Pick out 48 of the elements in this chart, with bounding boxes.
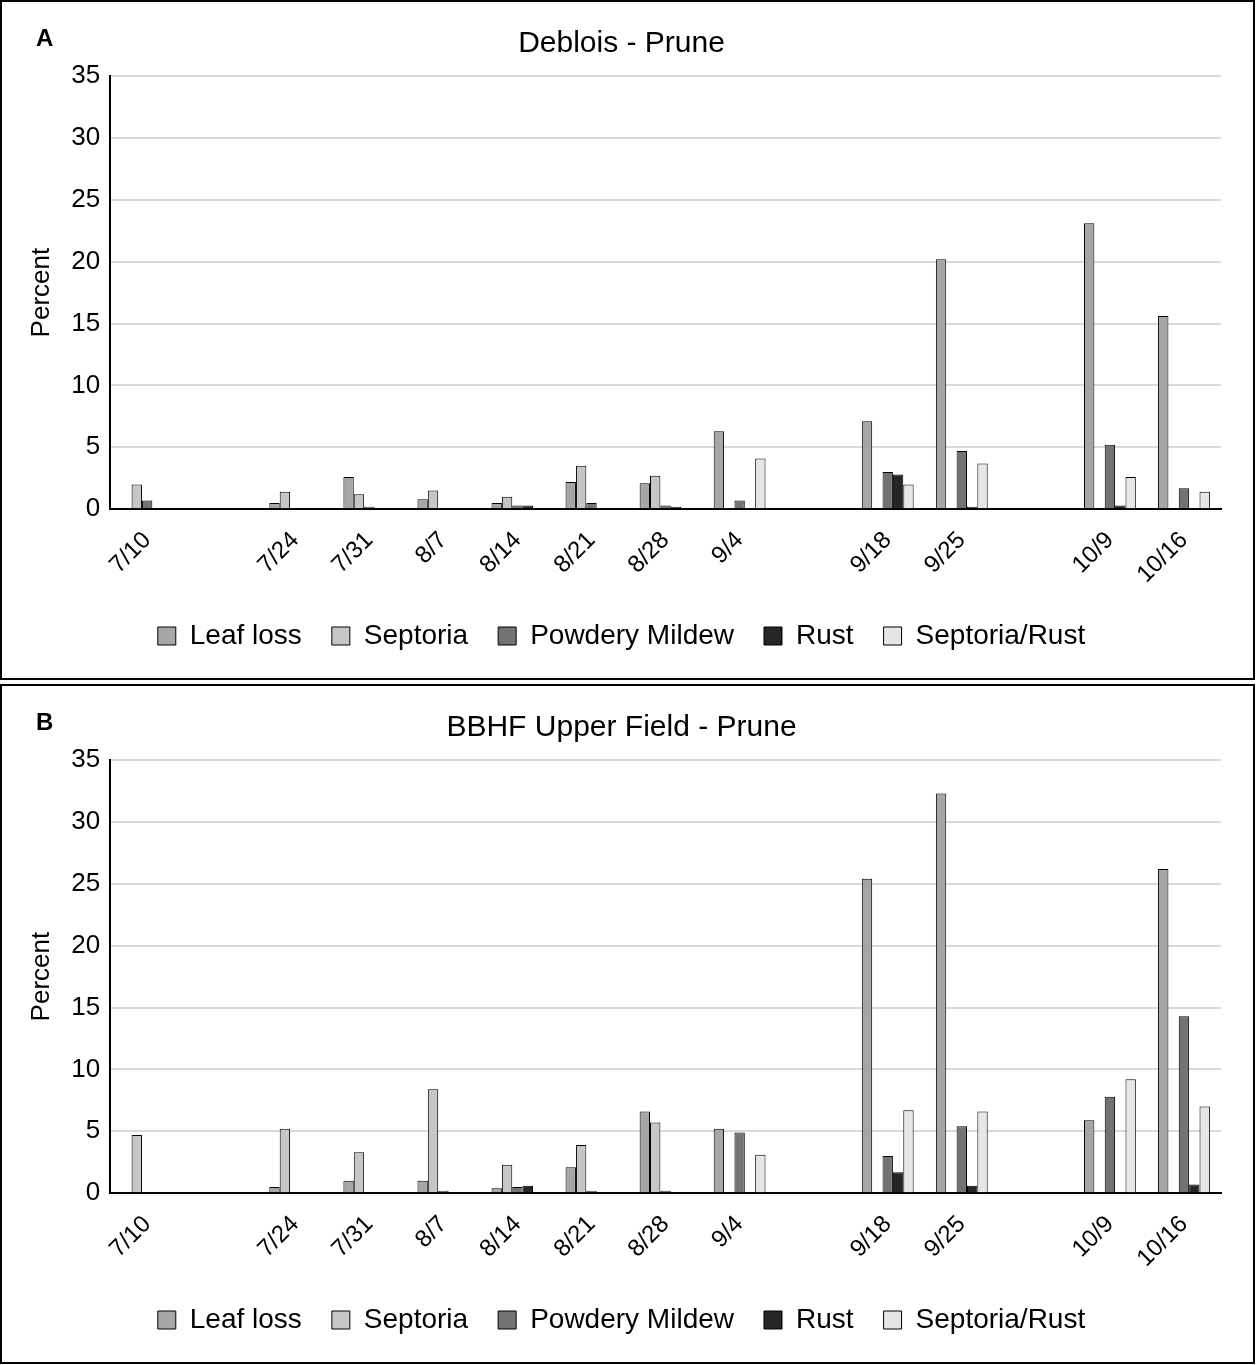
x-tick-label: 7/10 xyxy=(103,525,156,578)
y-tick-label: 0 xyxy=(85,492,101,523)
x-tick-label: 9/4 xyxy=(705,525,748,569)
x-tick-label: 8/28 xyxy=(621,1209,674,1262)
x-tick-label: 7/10 xyxy=(103,1209,156,1262)
legend-label: Powdery Mildew xyxy=(530,618,735,650)
legend-label: Powdery Mildew xyxy=(530,1302,735,1334)
y-tick-label: 15 xyxy=(71,306,101,337)
legend-label: Septoria xyxy=(363,618,469,650)
y-tick-label: 35 xyxy=(71,743,101,774)
y-tick-label: 35 xyxy=(71,59,101,90)
y-tick-label: 5 xyxy=(85,430,101,461)
y-tick-label: 15 xyxy=(71,990,101,1021)
chart-title: Deblois - Prune xyxy=(518,25,725,59)
text: B xyxy=(36,708,54,736)
legend-label: Septoria xyxy=(363,1302,469,1334)
x-tick-label: 7/31 xyxy=(325,1209,378,1262)
x-tick-label: 8/7 xyxy=(408,525,452,569)
legend-label: Septoria/Rust xyxy=(915,618,1086,650)
chart-title: BBHF Upper Field - Prune xyxy=(446,709,797,743)
y-axis-title: Percent xyxy=(24,247,55,338)
x-tick-label: 8/28 xyxy=(621,525,674,578)
y-tick-label: 0 xyxy=(85,1176,101,1207)
y-tick-label: 10 xyxy=(71,368,101,399)
text: A xyxy=(36,24,54,52)
y-tick-label: 25 xyxy=(71,182,101,213)
x-tick-label: 9/4 xyxy=(705,1209,748,1253)
y-tick-label: 30 xyxy=(71,121,101,152)
x-tick-label: 7/31 xyxy=(325,525,378,578)
y-tick-label: 10 xyxy=(71,1052,101,1083)
x-tick-label: 9/18 xyxy=(843,525,896,578)
y-tick-label: 30 xyxy=(71,805,101,836)
legend-label: Leaf loss xyxy=(189,1302,302,1334)
y-tick-label: 20 xyxy=(71,244,101,275)
y-tick-label: 20 xyxy=(71,928,101,959)
x-tick-label: 7/24 xyxy=(251,1209,304,1262)
y-axis-title: Percent xyxy=(24,931,55,1022)
x-tick-label: 8/7 xyxy=(408,1209,452,1253)
y-tick-label: 5 xyxy=(85,1114,101,1145)
legend-label: Septoria/Rust xyxy=(915,1302,1086,1334)
legend-label: Rust xyxy=(796,618,854,650)
legend-label: Leaf loss xyxy=(189,618,302,650)
x-tick-label: 8/21 xyxy=(547,525,600,578)
x-tick-label: 9/18 xyxy=(843,1209,896,1262)
x-tick-label: 7/24 xyxy=(251,525,304,578)
y-tick-label: 25 xyxy=(71,866,101,897)
x-tick-label: 8/21 xyxy=(547,1209,600,1262)
legend-label: Rust xyxy=(796,1302,854,1334)
